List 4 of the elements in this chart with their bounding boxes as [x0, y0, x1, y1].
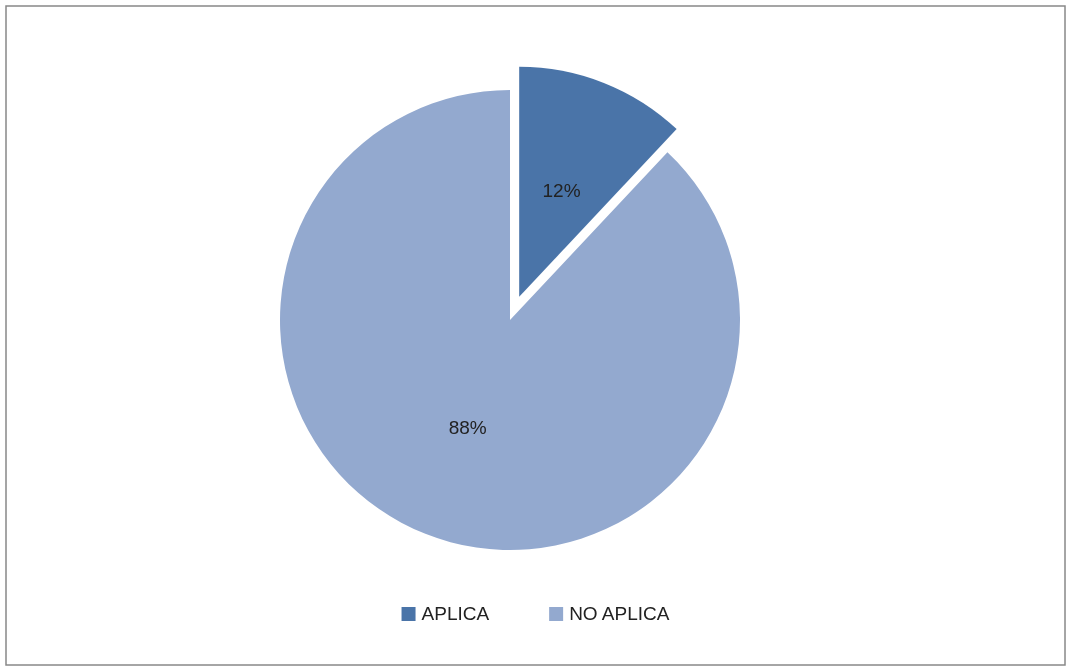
legend-label: NO APLICA — [569, 603, 670, 624]
legend-label: APLICA — [421, 603, 490, 624]
data-label: 12% — [542, 179, 581, 201]
data-label: 88% — [448, 416, 487, 438]
